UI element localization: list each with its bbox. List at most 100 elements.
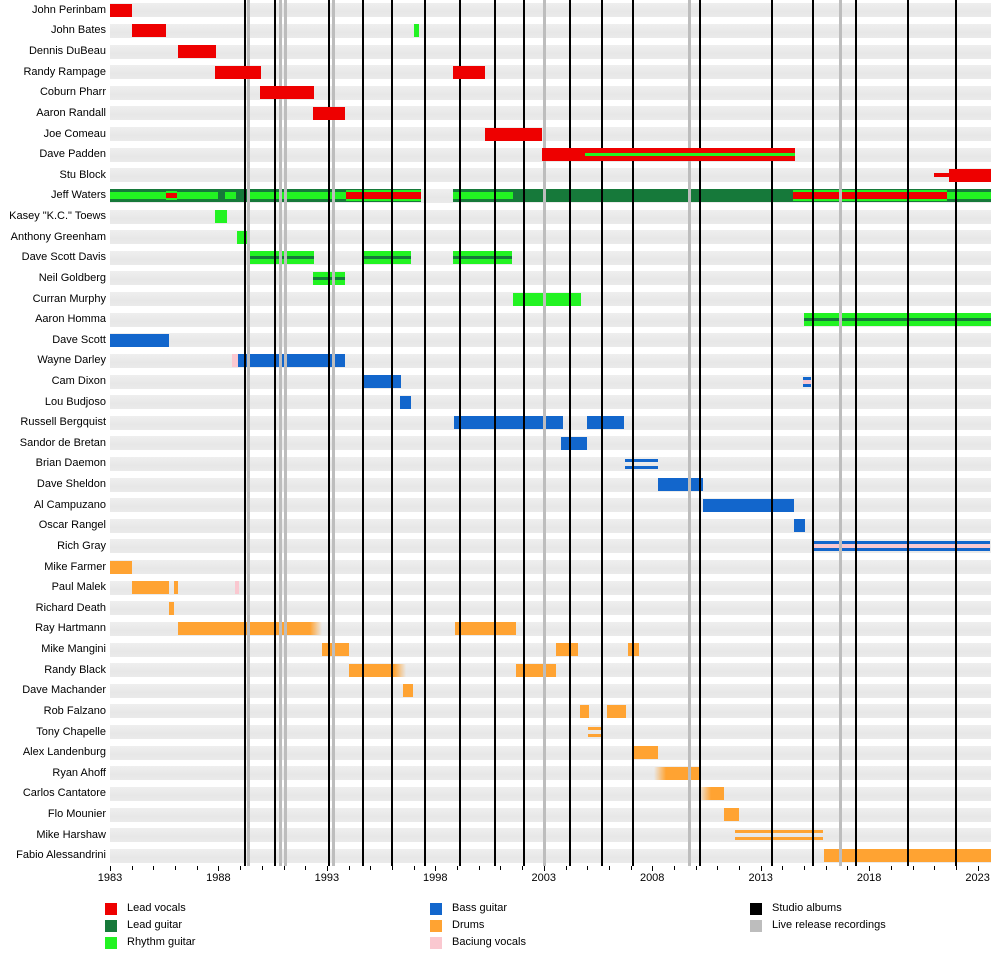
timeline-bar-rhythm-guitar	[236, 230, 248, 244]
member-name-label: Randy Black	[44, 663, 106, 676]
studio-album-line	[243, 0, 246, 866]
bar-stripe-lead-guitar	[346, 201, 422, 203]
row-band	[110, 209, 991, 224]
studio-album-line	[523, 0, 526, 866]
legend-swatch-live-recordings	[750, 920, 762, 932]
live-recording-line	[331, 0, 335, 866]
timeline-bar-drums	[402, 684, 413, 698]
member-name-label: Dave Machander	[22, 684, 106, 697]
axis-tick	[977, 866, 979, 871]
row-band	[110, 642, 991, 657]
row-band	[110, 786, 991, 801]
member-name-label: Dave Padden	[39, 148, 106, 161]
row-band	[110, 518, 991, 533]
timeline-bar-bass-guitar	[399, 395, 412, 409]
axis-tick	[261, 866, 263, 870]
axis-tick	[890, 866, 892, 870]
row-band	[110, 395, 991, 410]
axis-tick	[869, 866, 871, 871]
timeline-bar-bass-guitar	[703, 498, 795, 512]
member-name-label: Tony Chapelle	[36, 725, 106, 738]
timeline-bar-drums	[454, 622, 516, 636]
member-name-label: Sandor de Bretan	[19, 436, 106, 449]
timeline-bar-lead-guitar	[947, 189, 991, 203]
live-recording-line	[687, 0, 691, 866]
axis-year-label: 2008	[639, 872, 665, 884]
live-recording-line	[278, 0, 282, 866]
row-band	[110, 560, 991, 574]
studio-album-line	[631, 0, 634, 866]
bar-stripe-bass-guitar	[803, 383, 811, 387]
member-name-label: Stu Block	[59, 168, 106, 181]
live-recording-line	[284, 0, 288, 866]
member-name-label: Fabio Alessandrini	[16, 849, 106, 862]
axis-tick	[608, 866, 610, 870]
timeline-bar-lead-vocals	[215, 65, 261, 79]
timeline-bar-rhythm-guitar	[452, 251, 513, 265]
axis-tick	[500, 866, 502, 870]
member-name-label: Anthony Greenham	[10, 230, 106, 243]
timeline-bar-bass-guitar	[794, 519, 806, 533]
timeline-bar-drums	[588, 727, 603, 737]
axis-tick	[240, 866, 242, 870]
row-band	[110, 436, 991, 451]
bar-stripe-lead-guitar	[804, 318, 991, 322]
timeline-bar-drums	[654, 766, 700, 780]
axis-tick	[934, 866, 936, 870]
timeline-bar-bass-guitar	[657, 478, 704, 491]
timeline-bar-lead-vocals	[585, 148, 796, 162]
studio-album-line	[494, 0, 496, 866]
member-name-label: Rob Falzano	[43, 704, 106, 717]
legend-label-drums: Drums	[452, 919, 485, 931]
timeline-bar-backing-vocals	[234, 581, 239, 595]
bar-stripe-rhythm-guitar	[585, 153, 796, 157]
timeline-bar-drums	[131, 581, 169, 595]
timeline-bar-bass-guitar	[238, 354, 346, 368]
bar-stripe-lead-guitar	[166, 189, 178, 192]
row-band	[110, 456, 991, 471]
member-name-label: Cam Dixon	[51, 375, 106, 387]
legend-swatch-lead-guitar	[105, 920, 117, 932]
axis-year-label: 2013	[748, 872, 773, 884]
member-name-label: Coburn Pharr	[39, 86, 106, 99]
timeline-bar-bass-guitar	[453, 416, 564, 430]
timeline-bar-lead-guitar	[235, 189, 247, 203]
studio-album-line	[328, 0, 331, 866]
bar-stripe-lead-guitar	[246, 199, 347, 203]
legend-label-lead-vocals: Lead vocals	[127, 902, 186, 914]
row-band	[110, 766, 991, 781]
live-recording-line	[839, 0, 843, 866]
bar-stripe-lead-vocals	[585, 148, 796, 154]
bar-stripe-bass-guitar	[625, 465, 658, 469]
row-band	[110, 498, 991, 513]
axis-tick	[543, 866, 545, 871]
member-name-label: John Perinbam	[32, 3, 106, 16]
row-band	[110, 333, 991, 348]
legend-label-live-recordings: Live release recordings	[772, 919, 886, 931]
member-name-label: Carlos Cantatore	[22, 787, 106, 800]
row-band	[110, 106, 991, 121]
studio-album-line	[459, 0, 462, 866]
timeline-bar-drums	[178, 622, 323, 636]
bar-stripe-rhythm-guitar	[225, 192, 236, 200]
axis-tick	[652, 866, 654, 871]
row-band	[110, 23, 991, 38]
bar-stripe-backing-vocals	[803, 379, 811, 384]
member-name-label: Aaron Randall	[36, 106, 106, 119]
axis-year-label: 2018	[856, 872, 882, 884]
row-band	[110, 168, 991, 183]
timeline-bar-lead-guitar	[246, 189, 347, 203]
studio-album-line	[273, 0, 276, 866]
timeline-bar-rhythm-guitar	[361, 251, 412, 265]
timeline-bar-lead-vocals	[346, 189, 422, 203]
timeline-bar-lead-vocals	[541, 148, 585, 162]
axis-tick	[435, 866, 437, 871]
studio-album-line	[568, 0, 571, 866]
bar-stripe-rhythm-guitar	[452, 251, 513, 257]
bar-stripe-rhythm-guitar	[166, 198, 178, 201]
legend-swatch-rhythm-guitar	[105, 937, 117, 949]
axis-tick	[283, 866, 285, 870]
timeline-bar-lead-vocals	[131, 24, 167, 38]
axis-tick	[760, 866, 762, 871]
legend-swatch-lead-vocals	[105, 903, 117, 915]
